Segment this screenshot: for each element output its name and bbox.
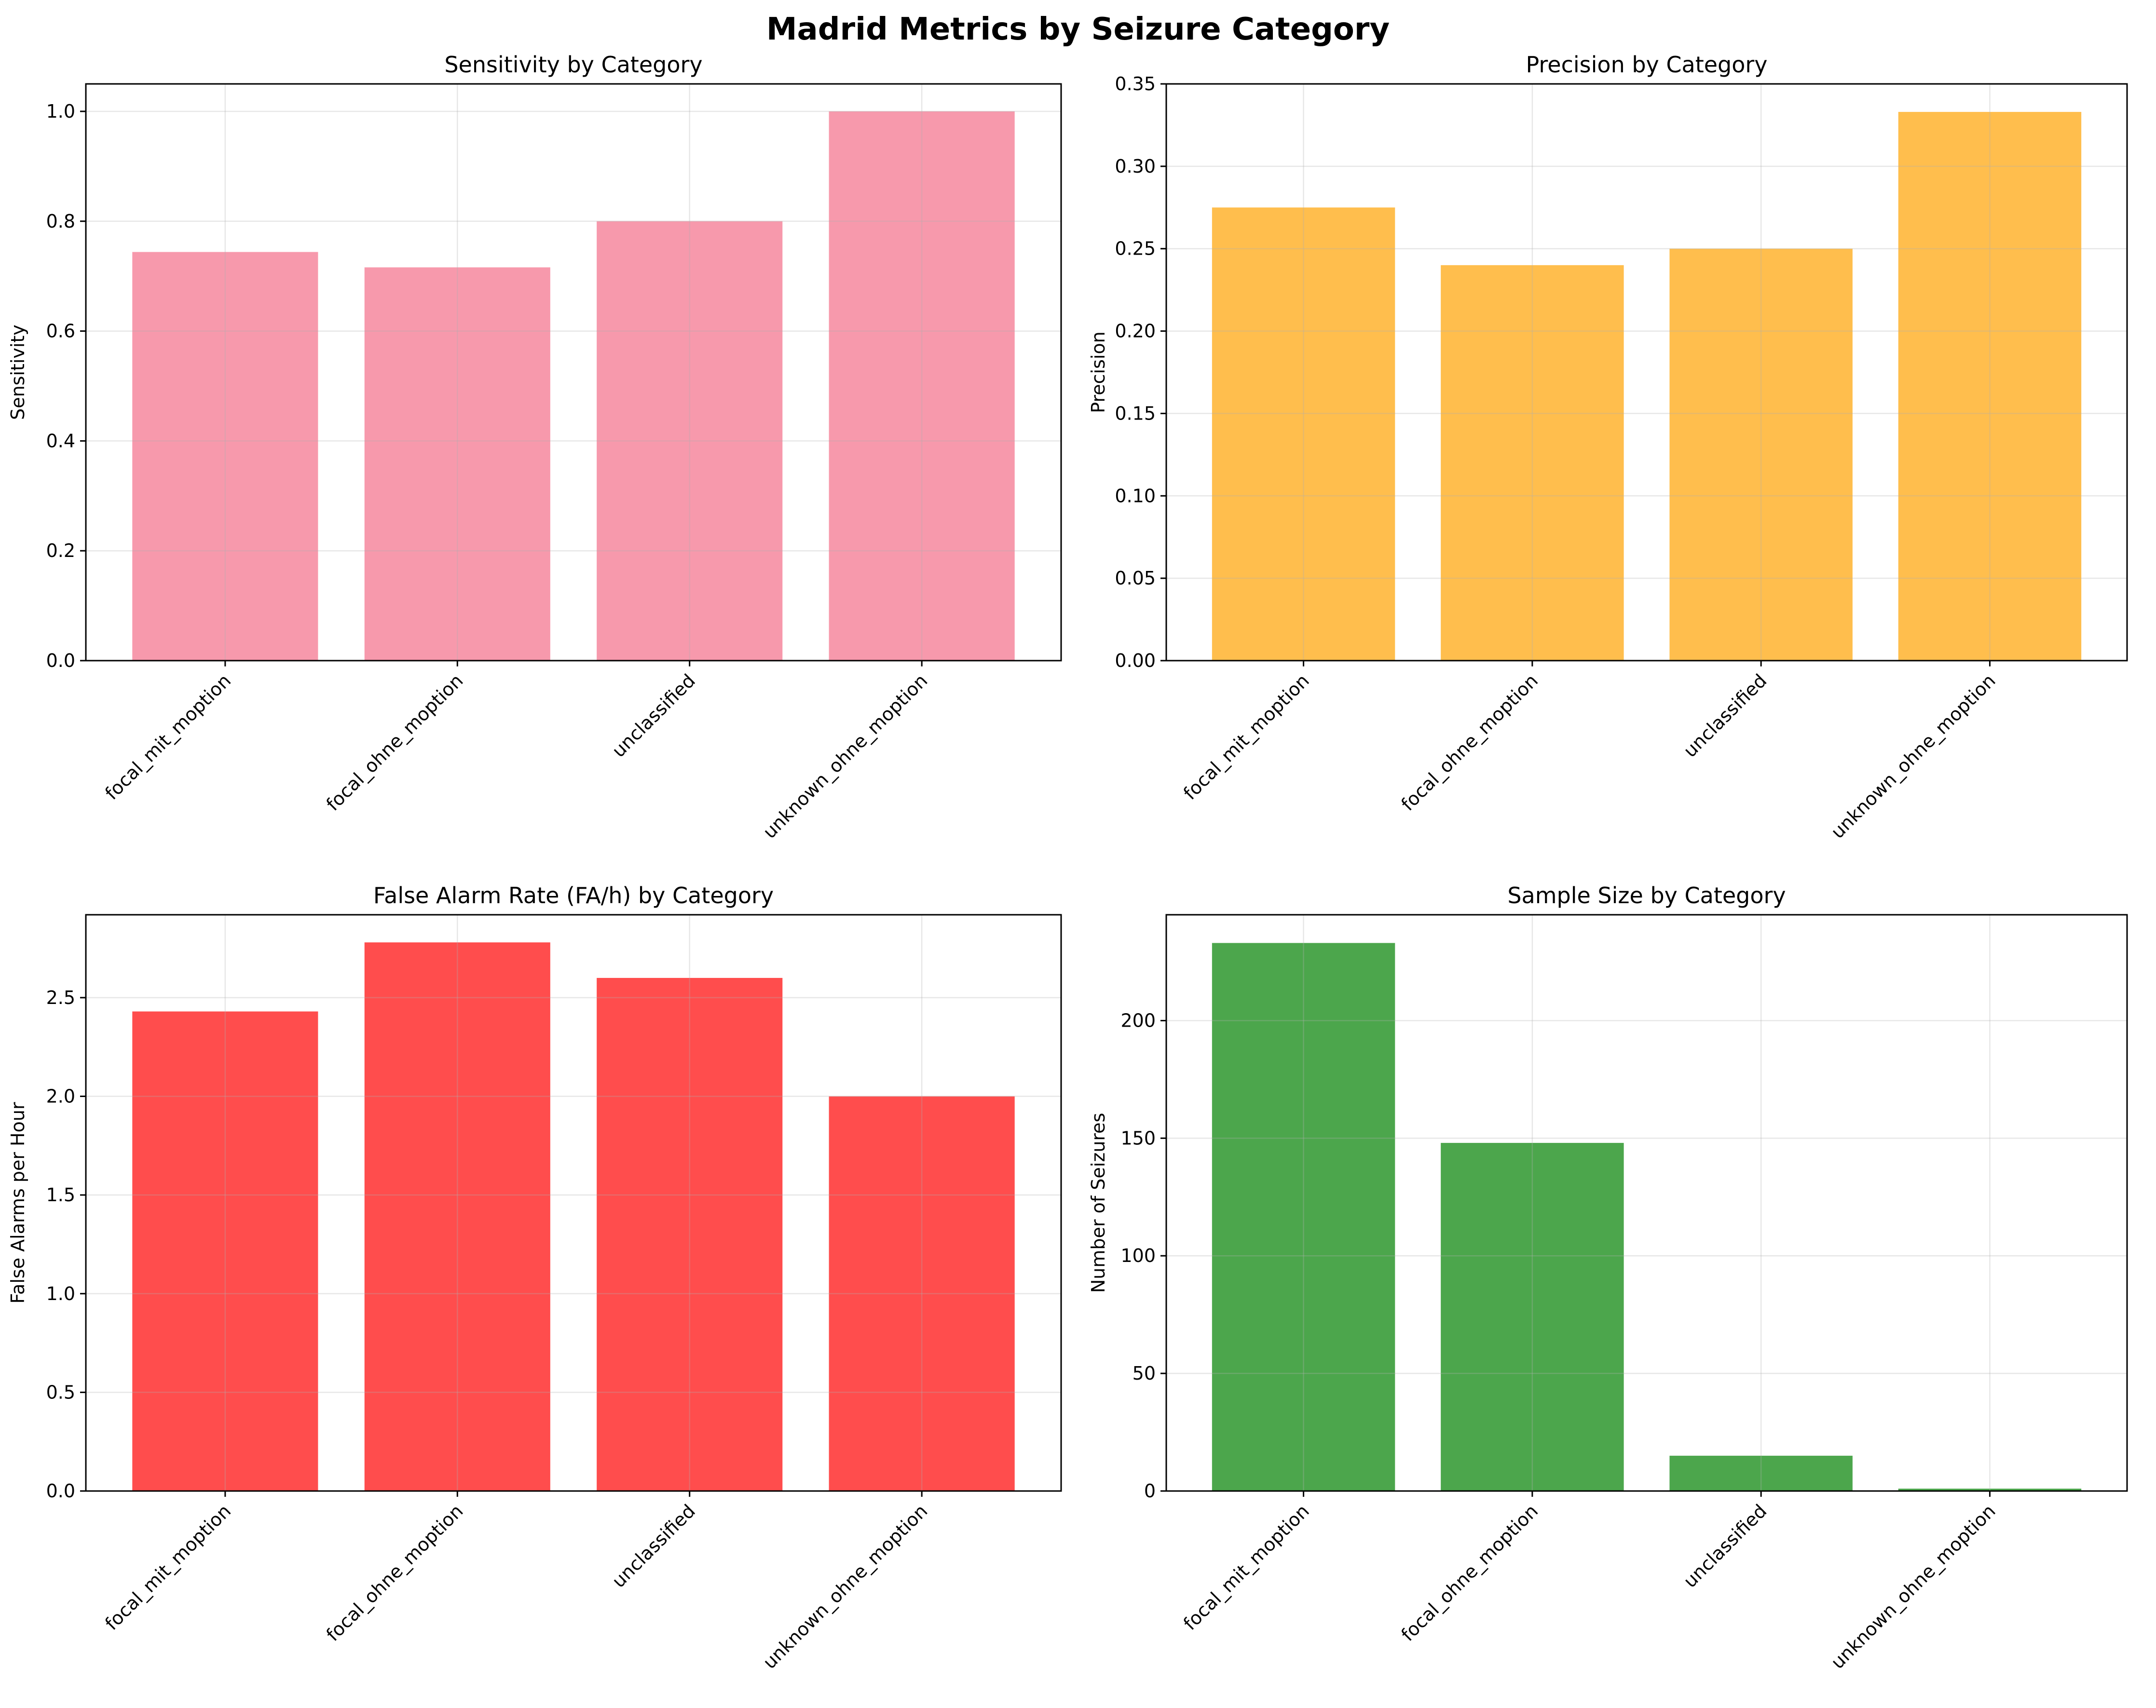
bar-focal_ohne_moption xyxy=(1441,1143,1624,1491)
y-tick-label: 50 xyxy=(1133,1363,1156,1384)
y-tick-label: 0.35 xyxy=(1115,73,1156,95)
axes-frame xyxy=(85,914,1062,1492)
bar-unknown_ohne_moption xyxy=(1898,112,2082,661)
bar-unclassified xyxy=(597,221,783,661)
bar-focal_mit_moption xyxy=(1212,943,1395,1491)
y-tick-label: 0.5 xyxy=(46,1382,75,1403)
y-tick-label: 0.25 xyxy=(1115,238,1156,259)
axes-frame xyxy=(1165,83,2128,662)
bar-unclassified xyxy=(597,977,783,1491)
bar-unknown_ohne_moption xyxy=(829,111,1015,661)
y-tick-label: 0.2 xyxy=(46,540,75,561)
y-tick-label: 1.0 xyxy=(46,1283,75,1304)
subplot-title: Precision by Category xyxy=(1526,52,1767,78)
y-tick-label: 0.8 xyxy=(46,211,75,232)
y-tick-label: 0.4 xyxy=(46,430,75,451)
bar-focal_mit_moption xyxy=(1212,207,1395,661)
bar-focal_mit_moption xyxy=(132,252,318,661)
y-tick-label: 0.10 xyxy=(1115,485,1156,506)
bar-unknown_ohne_moption xyxy=(829,1096,1015,1491)
y-tick-label: 200 xyxy=(1120,1010,1156,1031)
y-tick-label: 0.15 xyxy=(1115,403,1156,424)
y-tick-label: 2.0 xyxy=(46,1086,75,1107)
bar-focal_ohne_moption xyxy=(364,942,550,1491)
y-tick-label: 0.6 xyxy=(46,321,75,342)
y-tick-label: 1.0 xyxy=(46,101,75,122)
y-axis-label: Precision xyxy=(1088,331,1109,413)
y-tick-label: 2.5 xyxy=(46,987,75,1008)
y-tick-label: 0.20 xyxy=(1115,321,1156,342)
bar-unknown_ohne_moption xyxy=(1898,1489,2082,1491)
y-tick-label: 0.30 xyxy=(1115,156,1156,177)
y-tick-label: 0.05 xyxy=(1115,568,1156,589)
y-axis-label: False Alarms per Hour xyxy=(7,1102,28,1303)
y-tick-label: 1.5 xyxy=(46,1184,75,1206)
bar-unclassified xyxy=(1669,248,1853,661)
figure-suptitle: Madrid Metrics by Seizure Category xyxy=(766,12,1390,47)
axes-frame xyxy=(85,83,1062,662)
y-tick-label: 0 xyxy=(1144,1480,1156,1502)
subplot-title: False Alarm Rate (FA/h) by Category xyxy=(373,882,774,908)
bar-focal_mit_moption xyxy=(132,1011,318,1491)
bar-unclassified xyxy=(1669,1455,1853,1491)
bar-focal_ohne_moption xyxy=(1441,265,1624,661)
y-tick-label: 0.0 xyxy=(46,1480,75,1502)
bar-focal_ohne_moption xyxy=(364,267,550,661)
y-tick-label: 0.0 xyxy=(46,650,75,671)
y-axis-label: Sensitivity xyxy=(7,325,28,420)
axes-frame xyxy=(1165,914,2128,1492)
subplot-title: Sensitivity by Category xyxy=(444,52,702,78)
y-axis-label: Number of Seizures xyxy=(1088,1113,1109,1293)
subplot-title: Sample Size by Category xyxy=(1507,882,1786,908)
y-tick-label: 100 xyxy=(1120,1245,1156,1266)
y-tick-label: 0.00 xyxy=(1115,650,1156,671)
y-tick-label: 150 xyxy=(1120,1127,1156,1149)
